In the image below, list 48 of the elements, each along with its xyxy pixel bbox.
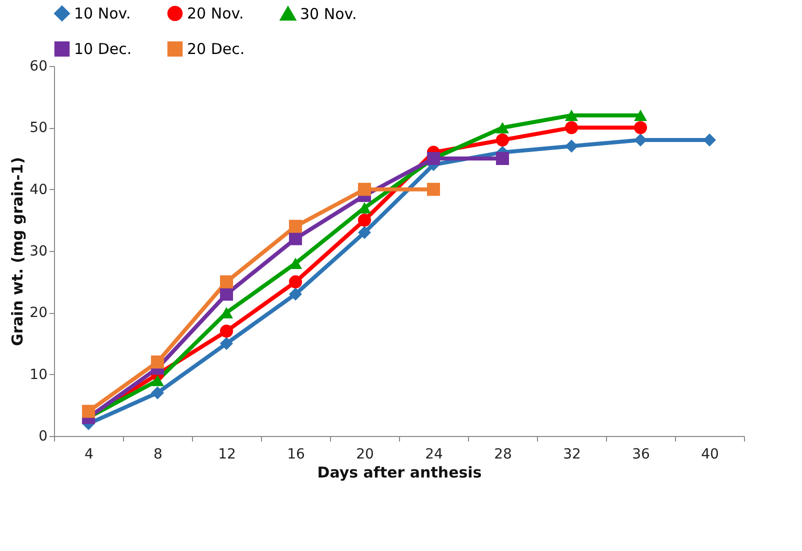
x-tick-label: 32 [563,446,581,462]
point [634,121,648,134]
y-axis-title: Grain wt. (mg grain-1) [8,157,27,346]
point [288,220,302,233]
x-tick-label: 12 [218,446,236,462]
legend-label: 30 Nov. [300,4,357,23]
point [288,232,302,246]
point [564,121,578,134]
y-tick-label: 30 [30,244,48,260]
point [358,226,372,240]
point [496,122,510,134]
point [358,182,372,196]
point [288,275,302,288]
x-tick-label: 36 [632,446,650,462]
y-tick-label: 60 [30,58,48,74]
y-tick-label: 0 [38,428,48,444]
legend-label: 20 Nov. [187,4,244,22]
y-tick-label: 50 [30,120,48,136]
point [220,288,234,301]
x-tick-label: 4 [84,446,94,462]
point [288,288,302,301]
legend-label: 10 Dec. [74,40,132,58]
point [496,133,510,147]
x-tick-label: 24 [425,446,443,462]
point [426,182,440,196]
point [150,355,164,369]
point [82,404,96,418]
legend-label: 20 Dec. [187,40,245,58]
y-tick-label: 40 [30,182,48,198]
point [220,275,234,288]
x-tick-label: 20 [356,446,374,462]
y-tick-label: 10 [30,366,48,383]
y-tick-label: 20 [30,305,48,322]
x-tick-label: 16 [287,446,305,462]
point [220,324,234,338]
point [634,110,648,121]
x-tick-label: 8 [154,446,162,462]
legend-label: 10 Nov. [74,4,131,22]
point [496,152,510,166]
point [358,214,372,227]
point [564,140,578,153]
x-tick-label: 28 [494,446,512,462]
point [150,386,164,400]
point [220,336,234,350]
x-tick-label: 40 [701,446,719,462]
point [564,110,578,121]
x-axis-title: Days after anthesis [317,464,482,482]
point [150,374,164,386]
